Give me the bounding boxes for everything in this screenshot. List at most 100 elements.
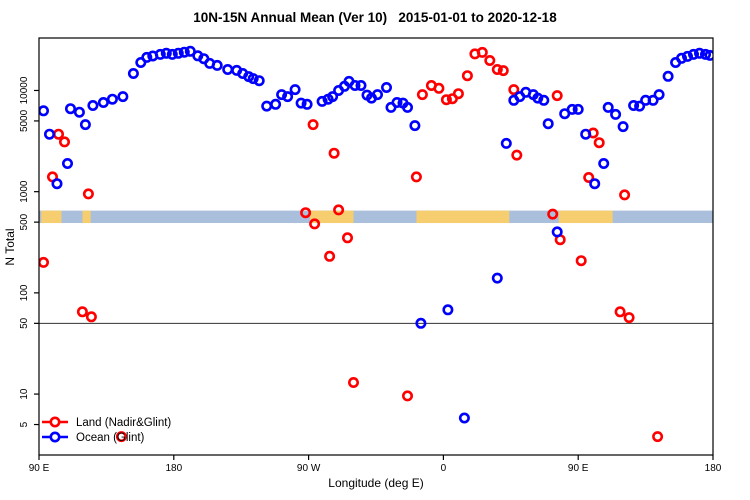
data-point <box>141 51 153 63</box>
data-point <box>154 48 166 60</box>
data-point <box>566 103 578 115</box>
plot-border <box>38 37 714 456</box>
axis-ticks: 90 E 180 90 W 0 90 E 180 5 10 50 100 500 1000 5000 10… <box>19 76 722 474</box>
data-point <box>309 218 321 230</box>
y-tick-label: 10000 <box>19 76 30 104</box>
data-point <box>580 128 592 140</box>
series-land <box>39 46 664 443</box>
data-point <box>551 226 563 238</box>
data-point <box>160 47 172 59</box>
data-point <box>458 412 470 424</box>
data-point <box>282 91 294 103</box>
data-point <box>551 90 563 102</box>
data-point <box>295 97 307 109</box>
y-axis-title: N Total <box>3 228 17 265</box>
data-point <box>178 46 190 58</box>
data-point <box>542 118 554 130</box>
data-point <box>79 119 91 131</box>
data-point <box>617 121 629 133</box>
data-point <box>647 94 659 106</box>
data-point <box>333 204 345 216</box>
data-point <box>327 91 339 103</box>
data-point <box>328 147 340 159</box>
y-tick-label: 100 <box>19 284 30 301</box>
data-point <box>347 376 359 388</box>
x-tick-label: 180 <box>705 463 722 474</box>
data-point <box>349 80 361 92</box>
x-tick-label: 90 E <box>29 463 50 474</box>
y-tick-label: 10 <box>19 388 30 400</box>
data-point <box>43 128 55 140</box>
data-point <box>589 178 601 190</box>
data-point <box>491 64 503 76</box>
data-point <box>87 100 99 112</box>
data-point <box>442 304 454 316</box>
data-point <box>247 73 259 85</box>
y-tick-label: 5 <box>19 421 30 427</box>
data-point <box>222 64 234 76</box>
band-land-patch <box>41 210 62 224</box>
data-point <box>598 158 610 170</box>
band-land-patch <box>558 210 613 224</box>
data-point <box>39 105 49 117</box>
x-axis-title: Longitude (deg E) <box>328 476 423 490</box>
data-point <box>623 312 635 324</box>
data-point <box>634 100 646 112</box>
data-point <box>687 48 699 60</box>
data-point <box>433 82 445 94</box>
data-point <box>662 70 674 82</box>
data-point <box>127 68 139 80</box>
data-point <box>380 82 392 94</box>
y-tick-label: 1000 <box>19 180 30 203</box>
band-ocean <box>39 210 713 224</box>
data-point <box>253 75 265 87</box>
band-land-patch <box>310 210 354 224</box>
data-point <box>593 137 605 149</box>
y-tick-label: 5000 <box>19 109 30 132</box>
data-point <box>401 101 413 113</box>
data-point <box>300 207 312 219</box>
series-ocean <box>39 45 713 424</box>
data-point <box>307 119 319 131</box>
x-tick-label: 180 <box>165 463 182 474</box>
data-point <box>508 84 520 96</box>
data-point <box>699 48 711 60</box>
band-land-patch <box>82 210 91 224</box>
x-tick-label: 0 <box>441 463 447 474</box>
data-point <box>440 94 452 106</box>
data-point <box>704 49 713 61</box>
data-point <box>476 46 488 58</box>
legend-symbol-ocean-icon <box>49 431 61 443</box>
data-point <box>538 94 550 106</box>
legend: Land (Nadir&Glint) Ocean (Glint) <box>42 416 171 444</box>
data-point <box>115 431 127 443</box>
data-point <box>652 431 664 443</box>
data-point <box>172 47 184 59</box>
data-point <box>97 97 109 109</box>
data-point <box>619 189 631 201</box>
data-point <box>76 306 88 318</box>
x-tick-label: 90 E <box>568 463 589 474</box>
band-land-patch <box>416 210 510 224</box>
legend-label-land: Land (Nadir&Glint) <box>76 417 171 429</box>
data-point <box>401 390 413 402</box>
data-point <box>289 84 301 96</box>
y-tick-label: 50 <box>19 317 30 329</box>
data-point <box>211 59 223 71</box>
data-point <box>65 103 77 115</box>
data-points <box>39 45 713 443</box>
data-point <box>484 54 496 66</box>
data-point <box>261 100 273 112</box>
data-point <box>675 52 687 64</box>
data-point <box>628 100 640 112</box>
data-point <box>324 250 336 262</box>
data-point <box>355 80 367 92</box>
data-point <box>491 272 503 284</box>
data-point <box>416 89 428 101</box>
data-point <box>500 137 512 149</box>
data-point <box>452 88 464 100</box>
data-point <box>341 232 353 244</box>
data-point <box>58 136 70 148</box>
data-point <box>511 149 523 161</box>
data-point <box>653 89 665 101</box>
